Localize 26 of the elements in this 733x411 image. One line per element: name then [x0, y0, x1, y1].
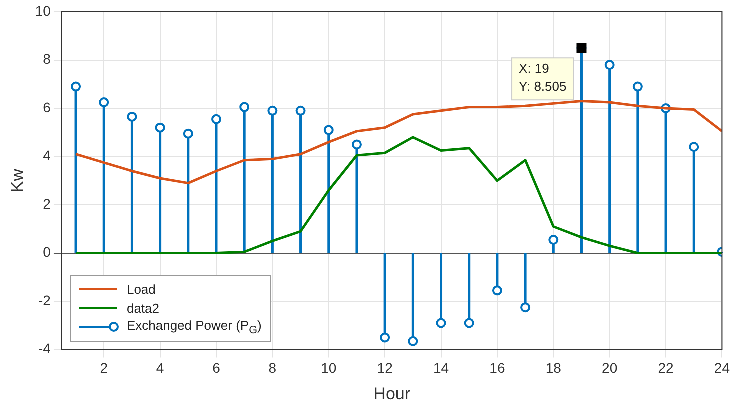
x-tick-label: 10	[321, 360, 337, 376]
x-tick-label: 2	[100, 360, 108, 376]
x-tick-label: 4	[156, 360, 164, 376]
x-tick-label: 22	[658, 360, 674, 376]
x-tick-label: 14	[433, 360, 450, 376]
legend-label: Exchanged Power (P$_{G}$)	[126, 318, 262, 337]
y-tick-label: -2	[38, 292, 52, 308]
y-tick-label: 6	[43, 99, 52, 116]
x-tick-label: 16	[490, 360, 506, 376]
x-tick-label: 18	[546, 360, 562, 376]
annotation: X: 19 Y: 8.505	[519, 61, 567, 94]
x-tick-label: 12	[377, 360, 394, 376]
y-tick-label: 10	[35, 2, 52, 19]
x-axis-title: Hour	[374, 384, 411, 404]
y-axis-title: Kw	[8, 168, 27, 193]
y-tick-label: 8	[43, 51, 52, 68]
legend-label: data2	[126, 300, 160, 316]
y-tick-label: -4	[38, 340, 52, 357]
y-tick-label: 2	[43, 196, 52, 212]
y-tick-label: 0	[43, 244, 52, 260]
y-tick-label: 4	[43, 148, 52, 164]
x-tick-label: 6	[212, 360, 221, 376]
legend-label: Load	[126, 282, 156, 297]
x-tick-label: 8	[268, 360, 277, 376]
x-tick-label: 20	[602, 360, 618, 376]
x-tick-label: 24	[714, 360, 730, 376]
